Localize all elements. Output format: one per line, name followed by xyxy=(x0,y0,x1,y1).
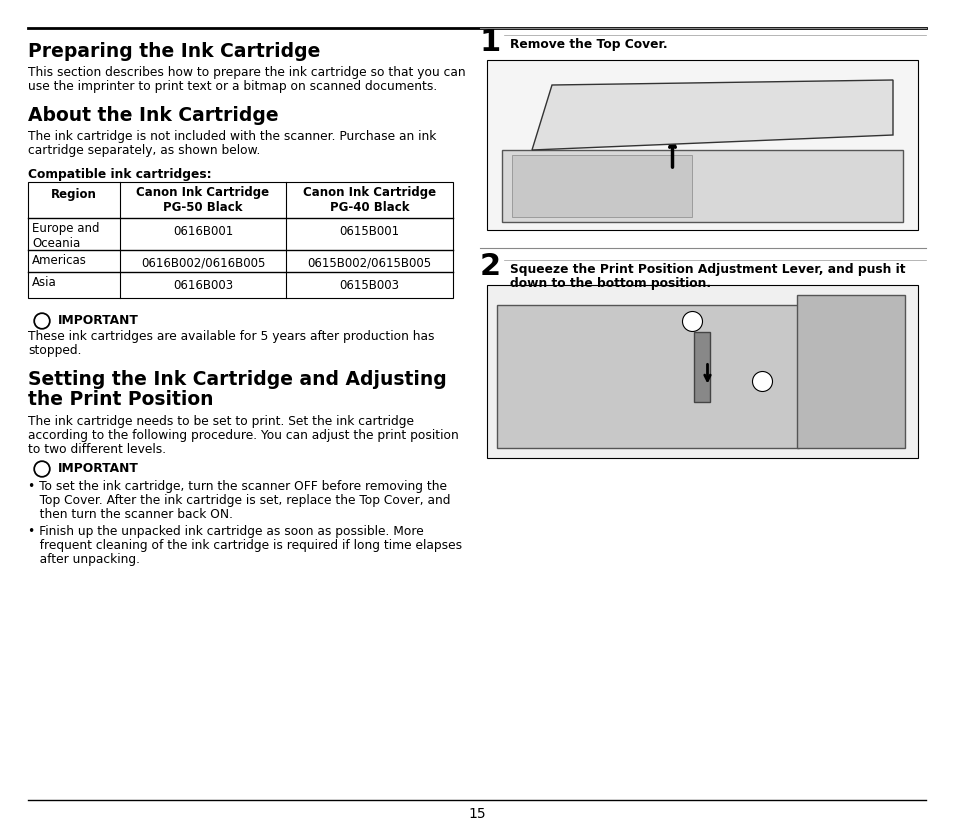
Bar xyxy=(797,295,904,448)
Bar xyxy=(497,305,798,448)
Bar xyxy=(28,182,453,298)
Text: Canon Ink Cartridge
PG-50 Black: Canon Ink Cartridge PG-50 Black xyxy=(136,186,270,214)
Text: About the Ink Cartridge: About the Ink Cartridge xyxy=(28,106,278,125)
Text: Europe and
Oceania: Europe and Oceania xyxy=(32,222,99,250)
Text: IMPORTANT: IMPORTANT xyxy=(58,462,139,475)
Text: Squeeze the Print Position Adjustment Lever, and push it: Squeeze the Print Position Adjustment Le… xyxy=(510,263,904,276)
Bar xyxy=(28,182,453,218)
Text: • To set the ink cartridge, turn the scanner OFF before removing the: • To set the ink cartridge, turn the sca… xyxy=(28,480,447,493)
Text: 0615B002/0615B005: 0615B002/0615B005 xyxy=(307,257,431,270)
Text: Region: Region xyxy=(51,188,97,201)
Text: 0616B003: 0616B003 xyxy=(172,279,233,292)
Text: • Finish up the unpacked ink cartridge as soon as possible. More: • Finish up the unpacked ink cartridge a… xyxy=(28,525,423,538)
Text: Compatible ink cartridges:: Compatible ink cartridges: xyxy=(28,168,212,181)
Text: 0616B002/0616B005: 0616B002/0616B005 xyxy=(141,257,265,270)
Text: 0615B003: 0615B003 xyxy=(339,279,399,292)
Text: Preparing the Ink Cartridge: Preparing the Ink Cartridge xyxy=(28,42,320,61)
Circle shape xyxy=(752,371,772,392)
Text: These ink cartridges are available for 5 years after production has: These ink cartridges are available for 5… xyxy=(28,330,434,343)
Text: stopped.: stopped. xyxy=(28,344,81,357)
Text: after unpacking.: after unpacking. xyxy=(28,553,140,566)
Text: 1: 1 xyxy=(759,376,765,386)
Text: Americas: Americas xyxy=(32,254,87,267)
Bar xyxy=(486,285,917,458)
Text: Top Cover. After the ink cartridge is set, replace the Top Cover, and: Top Cover. After the ink cartridge is se… xyxy=(28,494,450,507)
Text: !: ! xyxy=(40,316,44,326)
Text: Setting the Ink Cartridge and Adjusting: Setting the Ink Cartridge and Adjusting xyxy=(28,370,446,389)
Text: Canon Ink Cartridge
PG-40 Black: Canon Ink Cartridge PG-40 Black xyxy=(303,186,436,214)
Text: !: ! xyxy=(40,464,44,474)
Bar xyxy=(694,331,710,402)
Circle shape xyxy=(36,463,49,475)
Text: down to the bottom position.: down to the bottom position. xyxy=(510,277,710,290)
Bar xyxy=(512,155,692,217)
Text: 0615B001: 0615B001 xyxy=(339,225,399,238)
Text: frequent cleaning of the ink cartridge is required if long time elapses: frequent cleaning of the ink cartridge i… xyxy=(28,539,461,552)
Text: IMPORTANT: IMPORTANT xyxy=(58,314,139,327)
Circle shape xyxy=(36,315,49,327)
Text: to two different levels.: to two different levels. xyxy=(28,443,166,456)
Text: then turn the scanner back ON.: then turn the scanner back ON. xyxy=(28,508,233,521)
Bar xyxy=(486,60,917,230)
Circle shape xyxy=(34,313,50,329)
Text: 1: 1 xyxy=(479,28,500,57)
Text: 0616B001: 0616B001 xyxy=(172,225,233,238)
Text: The ink cartridge needs to be set to print. Set the ink cartridge: The ink cartridge needs to be set to pri… xyxy=(28,415,414,428)
Polygon shape xyxy=(532,80,892,150)
Text: 2: 2 xyxy=(688,317,695,326)
Text: 2: 2 xyxy=(479,252,500,281)
Circle shape xyxy=(34,461,50,477)
Text: This section describes how to prepare the ink cartridge so that you can: This section describes how to prepare th… xyxy=(28,66,465,79)
Text: cartridge separately, as shown below.: cartridge separately, as shown below. xyxy=(28,144,260,157)
Text: Asia: Asia xyxy=(32,276,56,289)
Text: Remove the Top Cover.: Remove the Top Cover. xyxy=(510,38,667,51)
Bar xyxy=(501,150,902,222)
Circle shape xyxy=(681,312,701,331)
Text: 15: 15 xyxy=(468,807,485,818)
Text: The ink cartridge is not included with the scanner. Purchase an ink: The ink cartridge is not included with t… xyxy=(28,130,436,143)
Text: the Print Position: the Print Position xyxy=(28,390,213,409)
Text: use the imprinter to print text or a bitmap on scanned documents.: use the imprinter to print text or a bit… xyxy=(28,80,436,93)
Text: according to the following procedure. You can adjust the print position: according to the following procedure. Yo… xyxy=(28,429,458,442)
